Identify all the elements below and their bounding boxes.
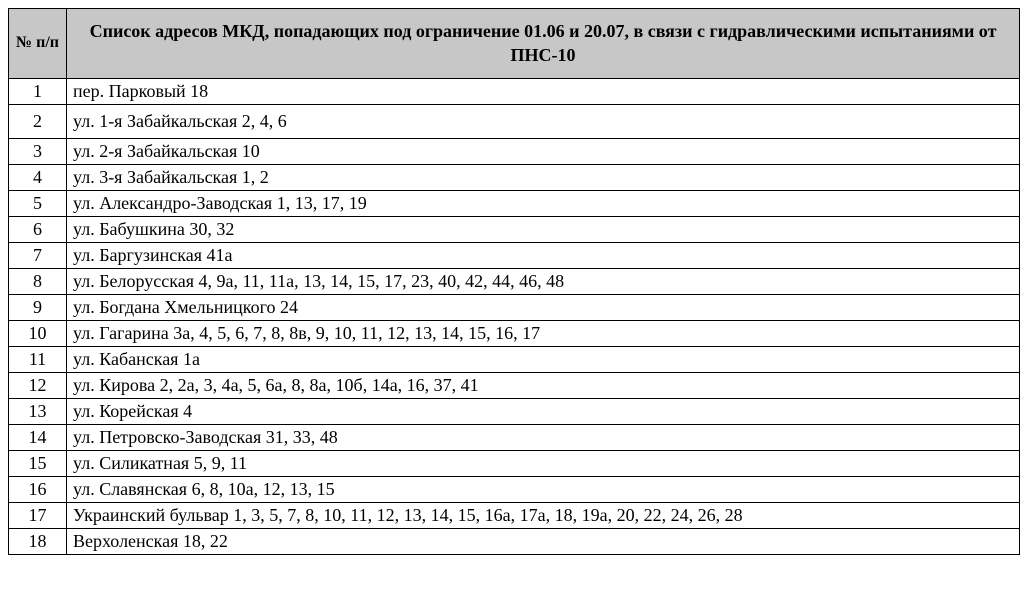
table-body: 1 пер. Парковый 18 2 ул. 1-я Забайкальск… xyxy=(9,78,1020,554)
row-address: ул. Петровско-Заводская 31, 33, 48 xyxy=(67,424,1020,450)
row-address: ул. Кабанская 1а xyxy=(67,346,1020,372)
row-number: 15 xyxy=(9,450,67,476)
table-row: 11 ул. Кабанская 1а xyxy=(9,346,1020,372)
row-number: 16 xyxy=(9,476,67,502)
table-row: 8 ул. Белорусская 4, 9а, 11, 11а, 13, 14… xyxy=(9,268,1020,294)
table-row: 6 ул. Бабушкина 30, 32 xyxy=(9,216,1020,242)
row-number: 13 xyxy=(9,398,67,424)
row-address: ул. Баргузинская 41а xyxy=(67,242,1020,268)
table-row: 4 ул. 3-я Забайкальская 1, 2 xyxy=(9,164,1020,190)
table-row: 2 ул. 1-я Забайкальская 2, 4, 6 xyxy=(9,104,1020,138)
row-address: ул. Гагарина 3а, 4, 5, 6, 7, 8, 8в, 9, 1… xyxy=(67,320,1020,346)
col-header-address: Список адресов МКД, попадающих под огран… xyxy=(67,9,1020,79)
col-header-number: № п/п xyxy=(9,9,67,79)
row-number: 17 xyxy=(9,502,67,528)
row-address: пер. Парковый 18 xyxy=(67,78,1020,104)
table-header-row: № п/п Список адресов МКД, попадающих под… xyxy=(9,9,1020,79)
table-row: 9 ул. Богдана Хмельницкого 24 xyxy=(9,294,1020,320)
row-address: Верхоленская 18, 22 xyxy=(67,528,1020,554)
table-row: 1 пер. Парковый 18 xyxy=(9,78,1020,104)
table-row: 18 Верхоленская 18, 22 xyxy=(9,528,1020,554)
table-row: 15 ул. Силикатная 5, 9, 11 xyxy=(9,450,1020,476)
table-row: 10 ул. Гагарина 3а, 4, 5, 6, 7, 8, 8в, 9… xyxy=(9,320,1020,346)
table-row: 12 ул. Кирова 2, 2а, 3, 4а, 5, 6а, 8, 8а… xyxy=(9,372,1020,398)
row-address: ул. Кирова 2, 2а, 3, 4а, 5, 6а, 8, 8а, 1… xyxy=(67,372,1020,398)
address-table: № п/п Список адресов МКД, попадающих под… xyxy=(8,8,1020,555)
row-address: Украинский бульвар 1, 3, 5, 7, 8, 10, 11… xyxy=(67,502,1020,528)
table-row: 17 Украинский бульвар 1, 3, 5, 7, 8, 10,… xyxy=(9,502,1020,528)
row-number: 2 xyxy=(9,104,67,138)
row-address: ул. Бабушкина 30, 32 xyxy=(67,216,1020,242)
row-number: 7 xyxy=(9,242,67,268)
row-number: 10 xyxy=(9,320,67,346)
row-number: 1 xyxy=(9,78,67,104)
row-address: ул. 3-я Забайкальская 1, 2 xyxy=(67,164,1020,190)
row-address: ул. Корейская 4 xyxy=(67,398,1020,424)
row-number: 18 xyxy=(9,528,67,554)
table-row: 3 ул. 2-я Забайкальская 10 xyxy=(9,138,1020,164)
row-address: ул. 1-я Забайкальская 2, 4, 6 xyxy=(67,104,1020,138)
table-row: 16 ул. Славянская 6, 8, 10а, 12, 13, 15 xyxy=(9,476,1020,502)
row-address: ул. 2-я Забайкальская 10 xyxy=(67,138,1020,164)
row-address: ул. Славянская 6, 8, 10а, 12, 13, 15 xyxy=(67,476,1020,502)
row-number: 3 xyxy=(9,138,67,164)
row-number: 5 xyxy=(9,190,67,216)
row-number: 12 xyxy=(9,372,67,398)
row-number: 4 xyxy=(9,164,67,190)
row-address: ул. Белорусская 4, 9а, 11, 11а, 13, 14, … xyxy=(67,268,1020,294)
row-number: 8 xyxy=(9,268,67,294)
table-row: 7 ул. Баргузинская 41а xyxy=(9,242,1020,268)
row-number: 6 xyxy=(9,216,67,242)
row-number: 9 xyxy=(9,294,67,320)
row-address: ул. Силикатная 5, 9, 11 xyxy=(67,450,1020,476)
table-row: 13 ул. Корейская 4 xyxy=(9,398,1020,424)
row-number: 11 xyxy=(9,346,67,372)
table-row: 5 ул. Александро-Заводская 1, 13, 17, 19 xyxy=(9,190,1020,216)
row-number: 14 xyxy=(9,424,67,450)
row-address: ул. Богдана Хмельницкого 24 xyxy=(67,294,1020,320)
row-address: ул. Александро-Заводская 1, 13, 17, 19 xyxy=(67,190,1020,216)
table-row: 14 ул. Петровско-Заводская 31, 33, 48 xyxy=(9,424,1020,450)
